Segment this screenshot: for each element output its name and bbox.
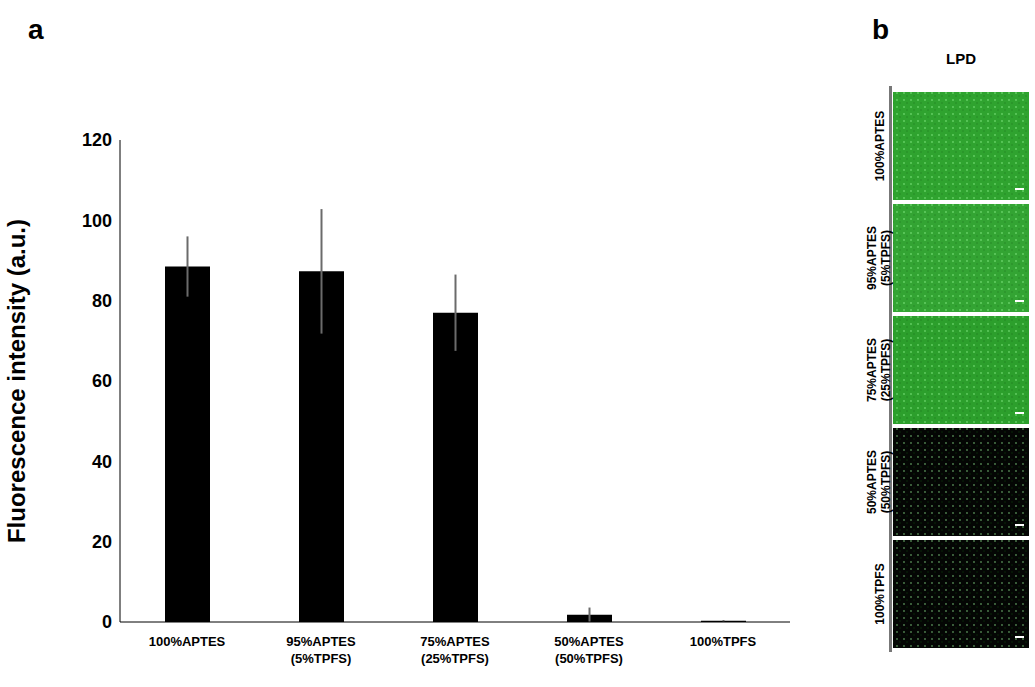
svg-text:95%APTES(5%TPFS): 95%APTES(5%TPFS) [865,226,893,290]
svg-text:0: 0 [102,612,112,632]
svg-text:100%TPFS: 100%TPFS [873,563,887,624]
svg-text:40: 40 [92,452,112,472]
html-text:a: a [28,14,44,45]
svg-text:120: 120 [82,130,112,150]
html-text:b: b [872,14,890,45]
svg-text:60: 60 [92,371,112,391]
svg-text:50%APTES(50%TPFS): 50%APTES(50%TPFS) [865,450,893,514]
svg-text:75%APTES(25%TPFS): 75%APTES(25%TPFS) [420,634,490,666]
svg-text:80: 80 [92,291,112,311]
svg-text:95%APTES(5%TPFS): 95%APTES(5%TPFS) [286,634,356,666]
svg-text:75%APTES(25%TPFS): 75%APTES(25%TPFS) [865,338,893,402]
svg-text:Fluorescence intensity (a.u.): Fluorescence intensity (a.u.) [3,219,30,543]
svg-text:100%APTES: 100%APTES [873,111,887,182]
html-text:LPD: LPD [946,50,976,67]
svg-text:100: 100 [82,211,112,231]
svg-text:50%APTES(50%TPFS): 50%APTES(50%TPFS) [554,634,624,666]
svg-text:100%TPFS: 100%TPFS [690,634,757,649]
svg-text:20: 20 [92,532,112,552]
svg-text:100%APTES: 100%APTES [149,634,226,649]
